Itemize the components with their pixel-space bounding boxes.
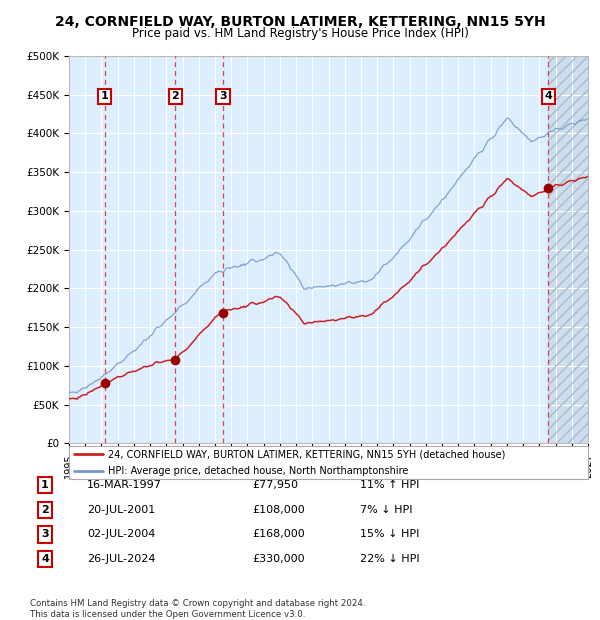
Bar [548,56,588,443]
Text: 4: 4 [544,92,553,102]
Text: 2: 2 [41,505,49,515]
Text: 16-MAR-1997: 16-MAR-1997 [87,480,162,490]
Text: £168,000: £168,000 [252,529,305,539]
Text: 20-JUL-2001: 20-JUL-2001 [87,505,155,515]
Text: 1: 1 [41,480,49,490]
Text: 22% ↓ HPI: 22% ↓ HPI [360,554,419,564]
Text: 11% ↑ HPI: 11% ↑ HPI [360,480,419,490]
Text: 2: 2 [172,92,179,102]
Text: 02-JUL-2004: 02-JUL-2004 [87,529,155,539]
Text: 24, CORNFIELD WAY, BURTON LATIMER, KETTERING, NN15 5YH (detached house): 24, CORNFIELD WAY, BURTON LATIMER, KETTE… [108,450,505,459]
Text: Price paid vs. HM Land Registry's House Price Index (HPI): Price paid vs. HM Land Registry's House … [131,27,469,40]
Text: 3: 3 [41,529,49,539]
Text: 7% ↓ HPI: 7% ↓ HPI [360,505,413,515]
Text: 24, CORNFIELD WAY, BURTON LATIMER, KETTERING, NN15 5YH: 24, CORNFIELD WAY, BURTON LATIMER, KETTE… [55,16,545,30]
Text: Contains HM Land Registry data © Crown copyright and database right 2024.
This d: Contains HM Land Registry data © Crown c… [30,600,365,619]
Text: £108,000: £108,000 [252,505,305,515]
Bar [548,56,588,443]
Text: £77,950: £77,950 [252,480,298,490]
Text: 4: 4 [41,554,49,564]
Text: 15% ↓ HPI: 15% ↓ HPI [360,529,419,539]
Text: 3: 3 [219,92,227,102]
Text: £330,000: £330,000 [252,554,305,564]
Text: HPI: Average price, detached house, North Northamptonshire: HPI: Average price, detached house, Nort… [108,466,409,476]
Text: 1: 1 [101,92,109,102]
Text: 26-JUL-2024: 26-JUL-2024 [87,554,155,564]
